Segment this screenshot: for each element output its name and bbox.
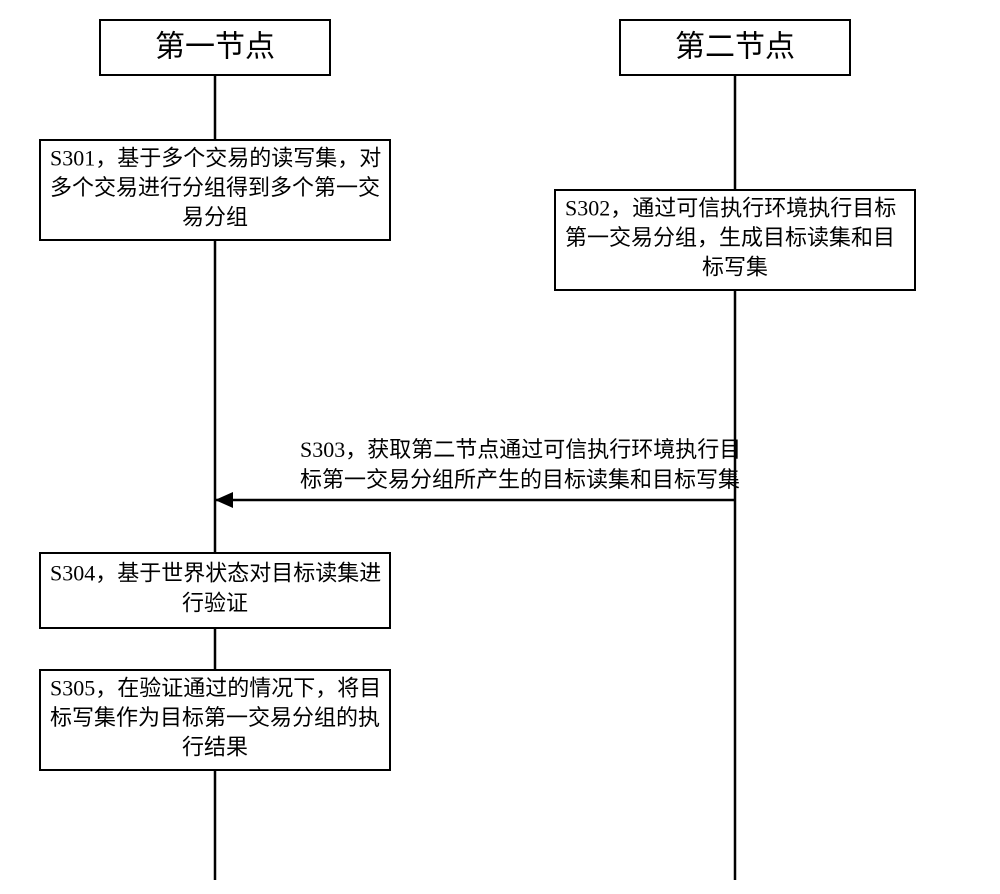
s304-line2: 行验证 xyxy=(182,590,248,615)
s301-line2: 多个交易进行分组得到多个第一交 xyxy=(50,175,380,200)
header-node2-label: 第二节点 xyxy=(675,30,795,63)
s305-line1: S305，在验证通过的情况下，将目 xyxy=(50,675,381,700)
step-s303: S303，获取第二节点通过可信执行环境执行目 标第一交易分组所产生的目标读集和目… xyxy=(215,437,741,508)
step-s304: S304，基于世界状态对目标读集进 行验证 xyxy=(40,553,390,628)
s302-line2: 第一交易分组，生成目标读集和目 xyxy=(565,225,895,250)
s305-line3: 行结果 xyxy=(182,735,248,760)
step-s302: S302，通过可信执行环境执行目标 第一交易分组，生成目标读集和目 标写集 xyxy=(555,190,915,290)
s303-line1: S303，获取第二节点通过可信执行环境执行目 xyxy=(300,437,741,462)
s301-line3: 易分组 xyxy=(182,205,248,230)
header-node2: 第二节点 xyxy=(620,20,850,75)
s301-line1: S301，基于多个交易的读写集，对 xyxy=(50,145,381,170)
s303-arrow-head xyxy=(215,492,233,508)
s305-line2: 标写集作为目标第一交易分组的执 xyxy=(50,705,380,730)
s303-line2: 标第一交易分组所产生的目标读集和目标写集 xyxy=(300,467,740,492)
header-node1: 第一节点 xyxy=(100,20,330,75)
s302-line3: 标写集 xyxy=(702,255,768,280)
step-s305: S305，在验证通过的情况下，将目 标写集作为目标第一交易分组的执 行结果 xyxy=(40,670,390,770)
header-node1-label: 第一节点 xyxy=(155,30,275,63)
s302-line1: S302，通过可信执行环境执行目标 xyxy=(565,195,896,220)
s304-line1: S304，基于世界状态对目标读集进 xyxy=(50,561,381,586)
sequence-diagram: 第一节点 第二节点 S301，基于多个交易的读写集，对 多个交易进行分组得到多个… xyxy=(0,0,1000,894)
step-s301: S301，基于多个交易的读写集，对 多个交易进行分组得到多个第一交 易分组 xyxy=(40,140,390,240)
